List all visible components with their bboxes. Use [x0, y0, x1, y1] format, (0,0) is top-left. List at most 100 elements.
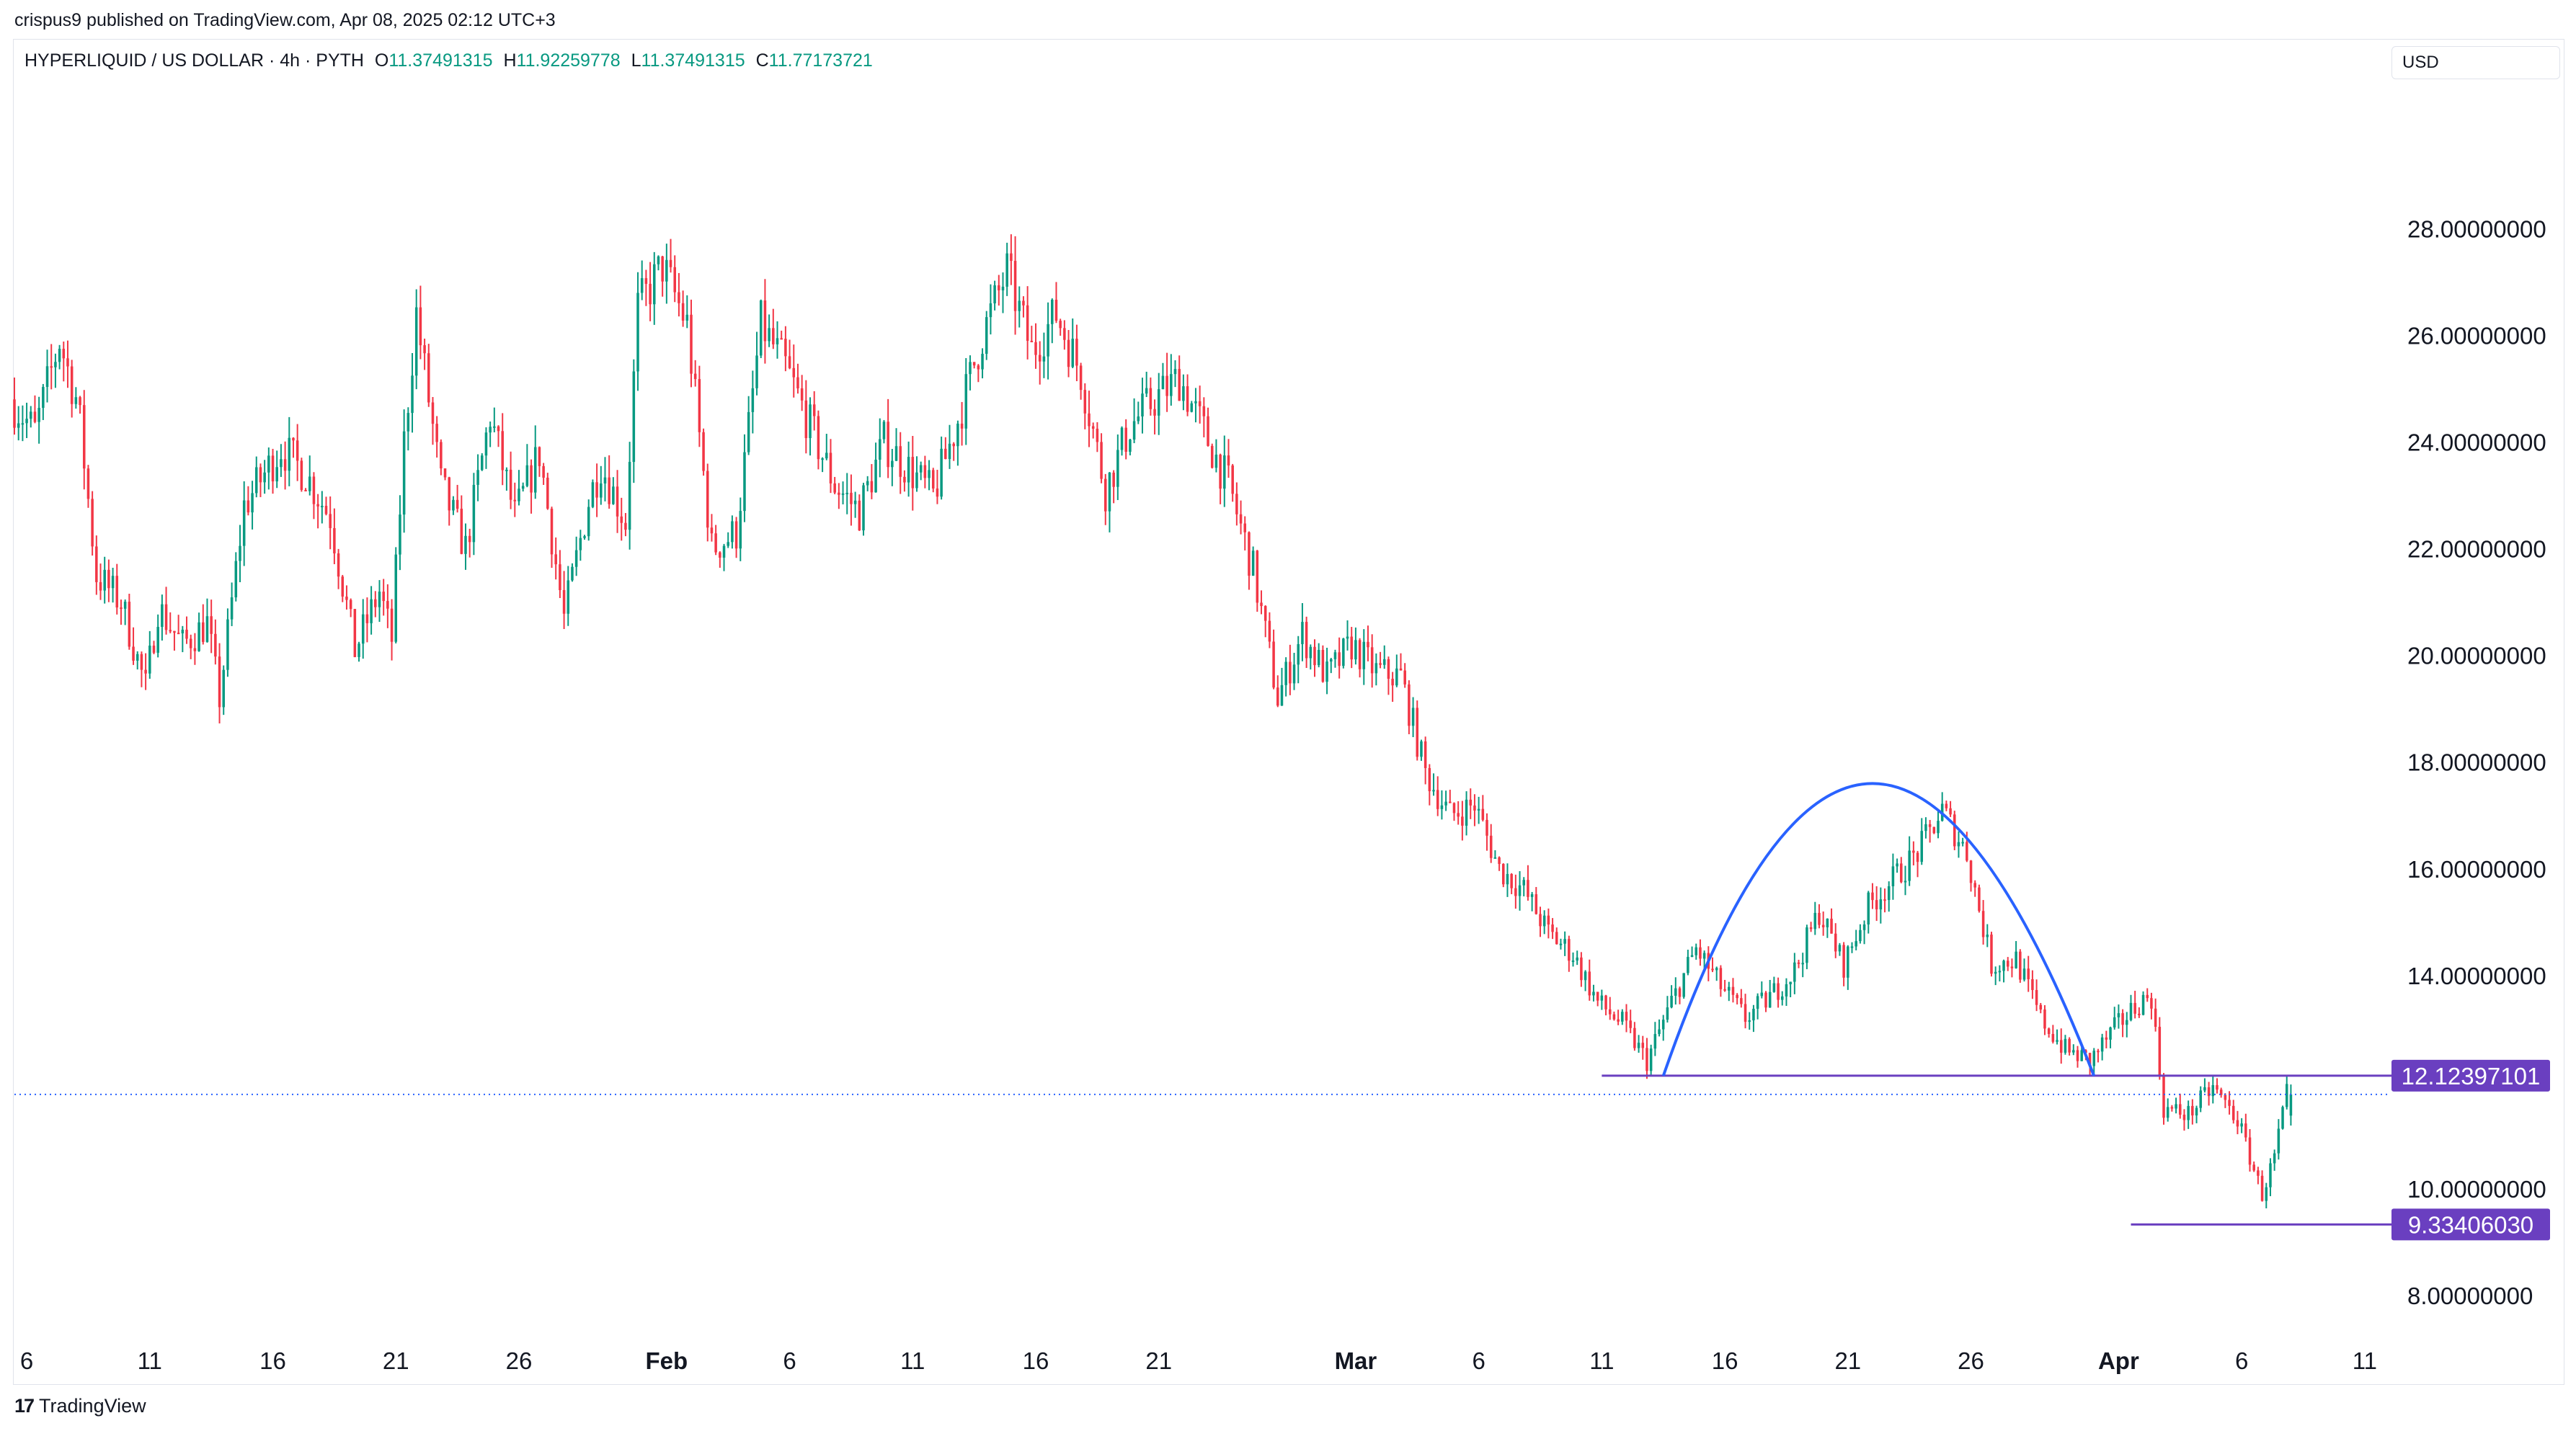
candle-body	[788, 356, 791, 368]
x-tick-label: 16	[259, 1347, 286, 1374]
currency-button[interactable]: USD	[2391, 46, 2560, 79]
candle-body	[702, 432, 705, 471]
candle-body	[853, 500, 857, 504]
candle-body	[1214, 454, 1218, 468]
candle-body	[1079, 365, 1083, 391]
candle-body	[710, 527, 714, 534]
candle-body	[1653, 1034, 1657, 1049]
candle-body	[550, 508, 554, 555]
candle-body	[882, 422, 886, 440]
candle-body	[1998, 971, 2002, 973]
candle-body	[1289, 661, 1292, 684]
candle-body	[1772, 983, 1776, 992]
candle-body	[776, 338, 779, 344]
close-label: C	[755, 50, 769, 71]
candle-body	[333, 527, 336, 553]
candle-body	[1018, 300, 1021, 311]
high-value: 11.92259778	[516, 50, 621, 71]
open-label: O	[374, 50, 389, 71]
candle-body	[1592, 991, 1595, 996]
candle-body	[1568, 939, 1571, 961]
candle-body	[1256, 550, 1259, 603]
candle-body	[239, 545, 241, 561]
candle-body	[1493, 857, 1497, 859]
candle-body	[1063, 328, 1066, 340]
candle-body	[1674, 988, 1677, 996]
candle-body	[2219, 1089, 2223, 1095]
candle-body	[1978, 887, 1981, 911]
candle-body	[1604, 995, 1607, 1009]
candle-body	[505, 469, 508, 471]
candle-body	[1883, 899, 1886, 901]
candle-body	[1116, 450, 1119, 487]
candle-body	[1100, 442, 1103, 479]
candle-body	[2260, 1175, 2264, 1201]
candle-body	[1153, 409, 1156, 416]
candle-body	[739, 511, 742, 549]
candle-body	[1806, 927, 1808, 963]
candle-body	[1186, 386, 1189, 412]
candle-body	[242, 500, 246, 546]
candle-body	[969, 362, 972, 375]
y-tick-label: 10.00000000	[2407, 1176, 2546, 1203]
candle-body	[292, 437, 295, 441]
candle-body	[1190, 403, 1194, 412]
candle-body	[2277, 1128, 2280, 1154]
candle-body	[66, 358, 69, 367]
candle-body	[489, 427, 492, 433]
candle-body	[919, 465, 923, 473]
tradingview-wordmark: TradingView	[39, 1395, 146, 1417]
candle-body	[653, 264, 656, 305]
candle-body	[2203, 1087, 2206, 1091]
candle-body	[1506, 873, 1509, 885]
candle-body	[103, 569, 106, 591]
candle-body	[690, 314, 693, 374]
candle-body	[989, 303, 992, 318]
candle-body	[386, 601, 389, 609]
candle-body	[161, 604, 164, 628]
candle-body	[2064, 1038, 2067, 1053]
candle-body	[234, 561, 238, 598]
candle-body	[521, 486, 525, 489]
candle-body	[1354, 640, 1357, 660]
candle-body	[1891, 866, 1895, 886]
candle-body	[1867, 892, 1870, 924]
candle-body	[681, 303, 685, 321]
candle-body	[189, 638, 192, 648]
x-tick-label: 21	[1145, 1347, 1172, 1374]
candle-body	[1182, 386, 1185, 401]
candle-body	[1408, 684, 1411, 726]
candle-body	[1641, 1043, 1645, 1048]
candle-body	[1449, 801, 1452, 803]
x-tick-label: 21	[383, 1347, 409, 1374]
candle-body	[1945, 803, 1948, 808]
candle-body	[1444, 801, 1447, 806]
x-tick-label: 11	[1589, 1347, 1614, 1374]
tradingview-brand[interactable]: 17 TradingView	[14, 1395, 146, 1417]
candle-body	[202, 622, 205, 642]
candle-body	[1428, 767, 1431, 792]
candle-body	[759, 300, 763, 356]
candle-body	[1530, 894, 1534, 897]
candle-body	[915, 472, 918, 489]
candle-body	[981, 354, 984, 370]
x-tick-label: 6	[783, 1347, 796, 1374]
candle-body	[1075, 339, 1078, 366]
candle-body	[1481, 808, 1485, 820]
candle-body	[1678, 988, 1682, 997]
candle-body	[1251, 550, 1255, 576]
candle-body	[2022, 968, 2026, 980]
candle-body	[1498, 857, 1501, 865]
candle-body	[1231, 465, 1234, 494]
candle-body	[247, 500, 250, 513]
candle-body	[698, 379, 701, 432]
candle-body	[1571, 960, 1575, 963]
candle-body	[583, 536, 586, 538]
candle-body	[1104, 478, 1107, 512]
candle-body	[394, 554, 398, 642]
candle-body	[2121, 1013, 2124, 1025]
candle-body	[1924, 824, 1927, 832]
candle-body	[2019, 951, 2022, 980]
candle-body	[259, 467, 262, 483]
